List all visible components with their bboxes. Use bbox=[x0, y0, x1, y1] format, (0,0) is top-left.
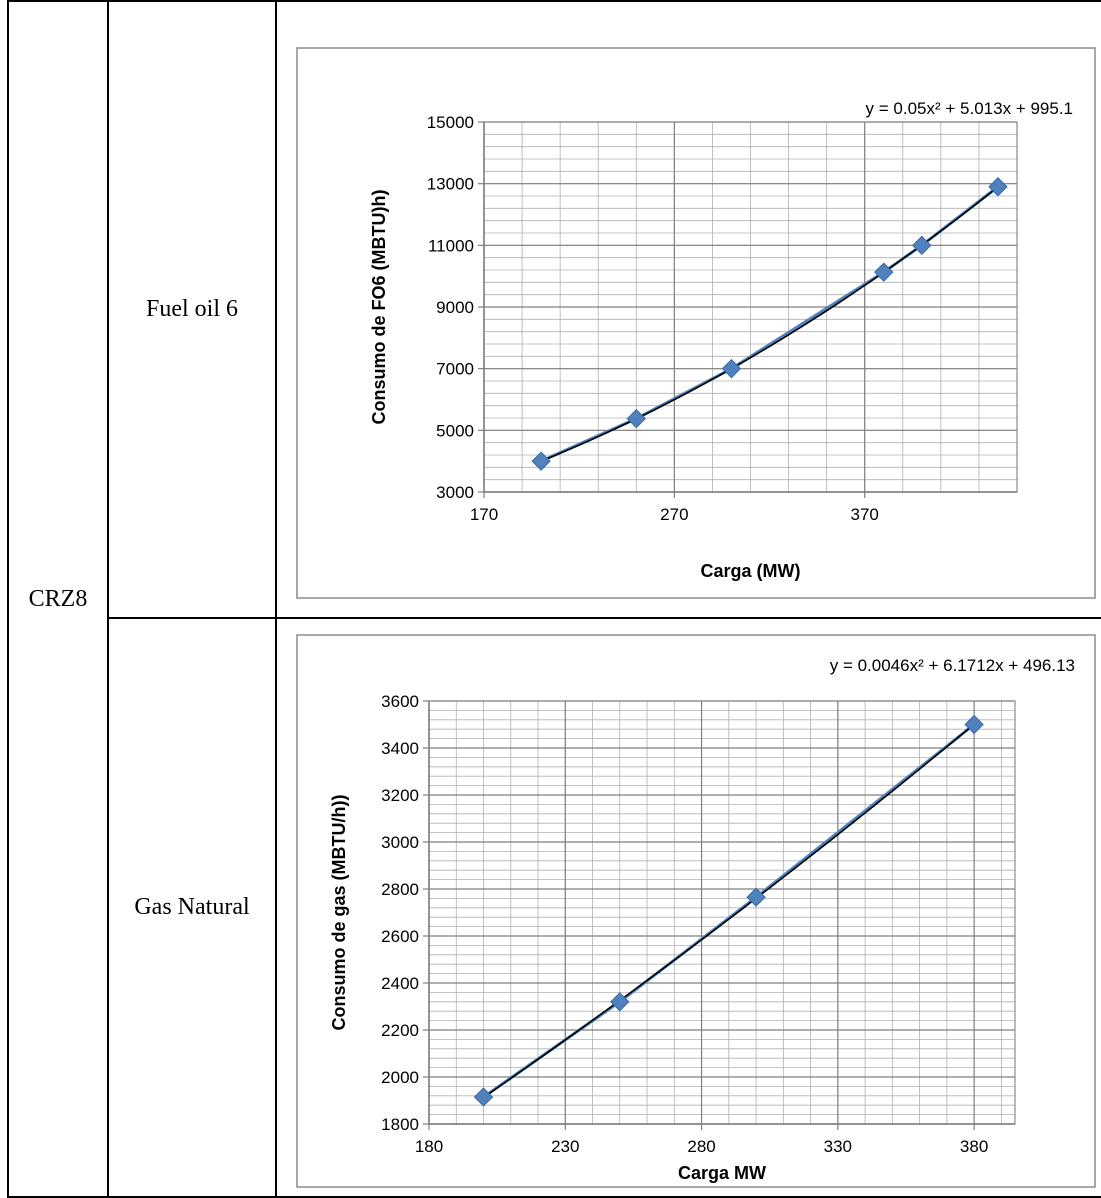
x-tick-label: 230 bbox=[551, 1137, 579, 1156]
data-point bbox=[912, 235, 932, 256]
y-tick-label: 3000 bbox=[381, 833, 419, 852]
y-tick-label: 11000 bbox=[428, 236, 474, 255]
fuel-curve-table: CRZ8 Fuel oil 6 3000 5000 7000 9000 11000 130… bbox=[7, 0, 1101, 1198]
fo6-consumption-chart: 3000 5000 7000 9000 11000 13000 15000 170 270 370… bbox=[296, 47, 1096, 599]
fuel-label: Gas Natural bbox=[134, 894, 250, 920]
fuel-cell: Gas Natural bbox=[107, 617, 277, 1198]
data-point bbox=[531, 451, 551, 471]
x-tick-label: 180 bbox=[415, 1137, 443, 1156]
y-tick-label: 1800 bbox=[381, 1115, 419, 1134]
x-tick-label: 380 bbox=[960, 1137, 988, 1156]
data-point bbox=[610, 992, 630, 1012]
y-tick-label: 2400 bbox=[381, 974, 419, 993]
x-axis-title: Carga MW bbox=[678, 1163, 766, 1183]
gas-consumption-chart: 1800 2000 2200 2400 2600 2800 3000 3200 3400 3600… bbox=[296, 634, 1096, 1188]
y-tick-label: 15000 bbox=[427, 113, 474, 132]
data-point bbox=[988, 177, 1008, 197]
chart-cell: 1800 2000 2200 2400 2600 2800 3000 3200 3400 3600… bbox=[275, 617, 1101, 1198]
y-tick-label: 3400 bbox=[381, 739, 419, 758]
x-tick-label: 170 bbox=[470, 505, 498, 524]
y-tick-label: 5000 bbox=[436, 421, 474, 440]
trendline-equation: y = 0.0046x² + 6.1712x + 496.13 bbox=[830, 656, 1075, 675]
trendline-equation: y = 0.05x² + 5.013x + 995.1 bbox=[866, 99, 1073, 118]
grid bbox=[428, 700, 1015, 1125]
y-tick-label: 2000 bbox=[381, 1068, 419, 1087]
x-tick-label: 330 bbox=[824, 1137, 852, 1156]
table-row: CRZ8 Fuel oil 6 3000 5000 7000 9000 11000 130… bbox=[7, 0, 1101, 1198]
y-tick-label: 2800 bbox=[381, 880, 419, 899]
chart-frame bbox=[296, 47, 1096, 599]
data-point bbox=[746, 887, 766, 907]
y-tick-label: 2600 bbox=[381, 927, 419, 946]
y-tick-label: 3200 bbox=[381, 786, 419, 805]
y-tick-label: 7000 bbox=[436, 360, 474, 379]
fuel-label: Fuel oil 6 bbox=[145, 296, 238, 322]
trendline bbox=[483, 723, 975, 1099]
y-tick-label: 3600 bbox=[381, 692, 419, 711]
y-tick-label: 3000 bbox=[436, 483, 474, 502]
data-point bbox=[626, 408, 646, 429]
x-tick-label: 270 bbox=[660, 505, 688, 524]
data-point bbox=[721, 358, 742, 379]
fuel-cell: Fuel oil 6 bbox=[107, 0, 277, 619]
unit-cell: CRZ8 bbox=[7, 0, 109, 1198]
y-tick-label: 9000 bbox=[436, 298, 474, 317]
chart-frame bbox=[296, 634, 1096, 1188]
x-tick-label: 370 bbox=[851, 505, 879, 524]
x-axis-title: Carga (MW) bbox=[701, 561, 801, 581]
y-tick-label: 13000 bbox=[427, 175, 474, 194]
data-point bbox=[874, 262, 894, 282]
y-tick-label: 2200 bbox=[381, 1021, 419, 1040]
data-point bbox=[964, 714, 984, 735]
table-row: Gas Natural 1800 2000 2200 2400 2600 2800 3000… bbox=[8, 617, 1101, 1198]
y-axis-title: Consumo de FO6 (MBTU)h) bbox=[369, 190, 389, 425]
data-point bbox=[473, 1087, 494, 1107]
unit-label: CRZ8 bbox=[28, 585, 88, 612]
chart-cell: 3000 5000 7000 9000 11000 13000 15000 170 270 370… bbox=[275, 0, 1101, 619]
y-axis-title: Consumo de gas (MBTU/h)) bbox=[329, 795, 349, 1031]
x-tick-label: 280 bbox=[687, 1137, 715, 1156]
